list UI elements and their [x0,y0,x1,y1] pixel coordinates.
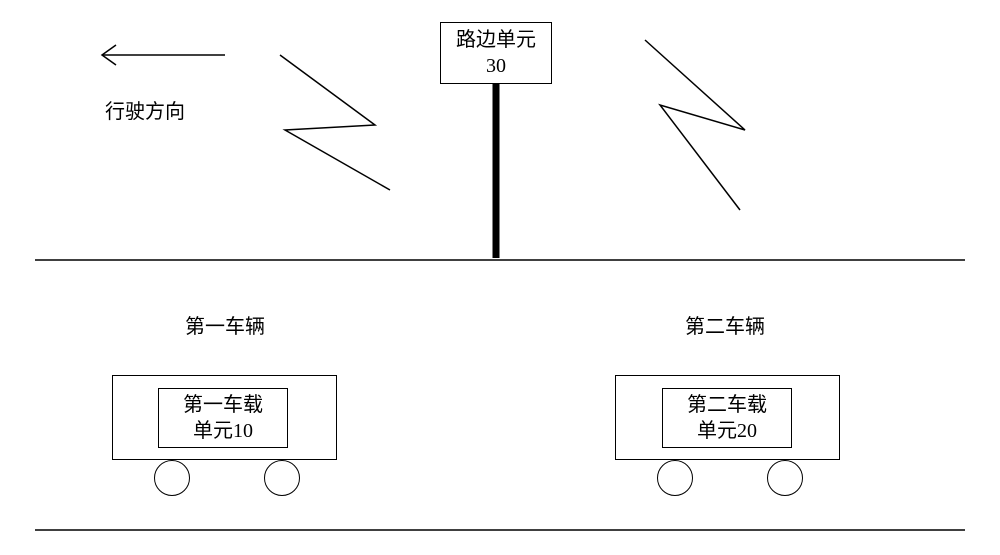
rsu-label-line1: 路边单元 [456,29,536,51]
vehicle1-wheel-left [154,460,190,496]
vehicle1-unit-line1: 第一车载 [183,394,263,416]
vehicle2-unit-line1: 第二车载 [687,394,767,416]
direction-label: 行驶方向 [105,95,185,124]
vehicle1-unit-box: 第一车载 单元10 [158,388,288,448]
vehicle2-unit-box: 第二车载 单元20 [662,388,792,448]
signal-zigzag-right [645,40,745,210]
vehicle2-wheel-right [767,460,803,496]
diagram-canvas: 行驶方向 路边单元 30 第一车辆 第一车载 单元10 第二车辆 第二车载 单元… [0,0,1000,555]
vehicle1-wheel-right [264,460,300,496]
rsu-label-line2: 30 [486,55,506,77]
signal-zigzag-left [280,55,390,190]
rsu-box: 路边单元 30 [440,22,552,84]
vehicle2-wheel-left [657,460,693,496]
vehicle2-label: 第二车辆 [685,310,765,339]
vehicle2-unit-line2: 单元20 [697,420,757,442]
vehicle1-unit-line2: 单元10 [193,420,253,442]
vehicle1-label: 第一车辆 [185,310,265,339]
